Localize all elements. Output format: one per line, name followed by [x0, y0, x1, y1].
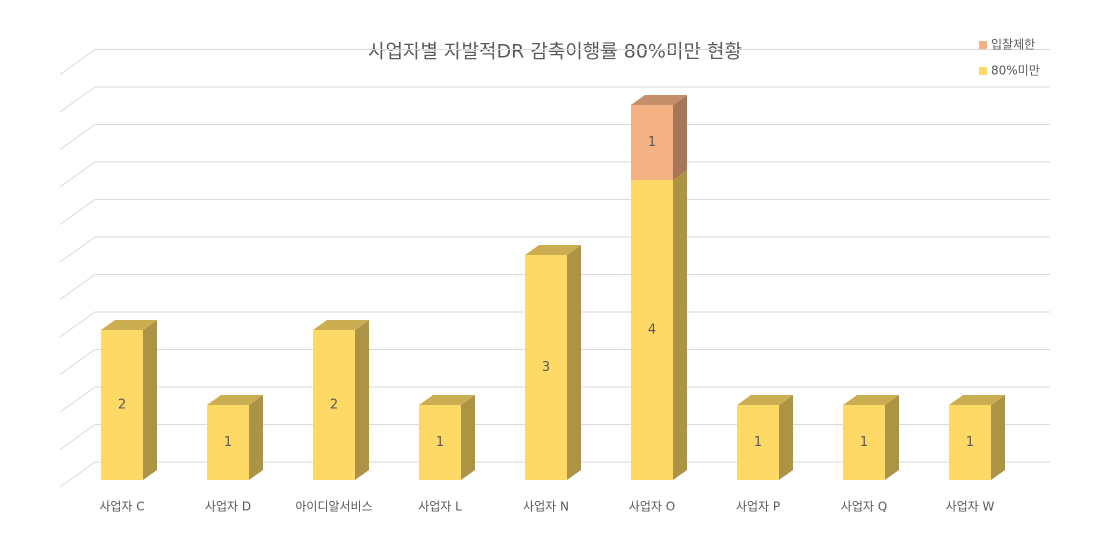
grid-line	[59, 161, 1050, 188]
data-label: 1	[754, 435, 762, 450]
bar-top	[737, 395, 793, 405]
bar-top	[101, 320, 157, 330]
grid-line	[59, 124, 1050, 150]
x-tick-label: 아이디알서비스	[295, 500, 372, 514]
bar	[419, 405, 461, 480]
bar-side	[885, 395, 899, 480]
data-label: 2	[118, 398, 126, 413]
legend-label: 80%미만	[991, 64, 1040, 78]
grid-line	[59, 349, 1050, 375]
bar-side	[567, 245, 581, 480]
bar-side	[779, 395, 793, 480]
bar-top	[207, 395, 263, 405]
x-tick-label: 사업자 L	[418, 500, 462, 514]
data-label: 1	[966, 435, 974, 450]
bar	[737, 405, 779, 480]
x-tick-label: 사업자 D	[205, 500, 251, 514]
data-label: 3	[542, 360, 550, 375]
bar-side	[143, 320, 157, 480]
bar	[631, 105, 673, 180]
grid-line	[59, 386, 1050, 413]
bar-side	[673, 170, 687, 480]
bar	[631, 180, 673, 480]
x-tick-label: 사업자 C	[99, 500, 144, 514]
bar	[207, 405, 249, 480]
grid-line	[59, 461, 1050, 488]
bar-top	[843, 395, 899, 405]
grid-line	[59, 311, 1050, 338]
bar-side	[355, 320, 369, 480]
chart-title: 사업자별 자발적DR 감축이행률 80%미만 현황	[368, 41, 742, 63]
data-label: 1	[436, 435, 444, 450]
bar	[313, 330, 355, 480]
grid-line	[59, 236, 1050, 263]
legend-swatch	[979, 67, 987, 75]
grid-line	[59, 274, 1050, 300]
bar	[843, 405, 885, 480]
x-tick-label: 사업자 P	[736, 500, 780, 514]
x-tick-label: 사업자 W	[946, 500, 995, 514]
bar-side	[673, 95, 687, 180]
bar-side	[991, 395, 1005, 480]
bar-top	[313, 320, 369, 330]
bar-top	[419, 395, 475, 405]
grid-line	[59, 86, 1050, 113]
data-label: 1	[860, 435, 868, 450]
data-label: 2	[330, 398, 338, 413]
grid-line	[59, 49, 1050, 75]
x-tick-label: 사업자 O	[629, 500, 675, 514]
legend-label: 입찰제한	[991, 38, 1035, 52]
data-label: 1	[224, 435, 232, 450]
bar	[101, 330, 143, 480]
grid-line	[59, 199, 1050, 225]
bar	[949, 405, 991, 480]
x-tick-label: 사업자 N	[523, 500, 569, 514]
bar-top	[525, 245, 581, 255]
bar	[525, 255, 567, 480]
data-label: 4	[648, 323, 656, 338]
bar-top	[949, 395, 1005, 405]
bar-side	[249, 395, 263, 480]
grid-line	[59, 424, 1050, 450]
data-label: 1	[648, 135, 656, 150]
bar-top	[631, 95, 687, 105]
bar-side	[461, 395, 475, 480]
x-tick-label: 사업자 Q	[841, 500, 887, 514]
legend-swatch	[979, 41, 987, 49]
